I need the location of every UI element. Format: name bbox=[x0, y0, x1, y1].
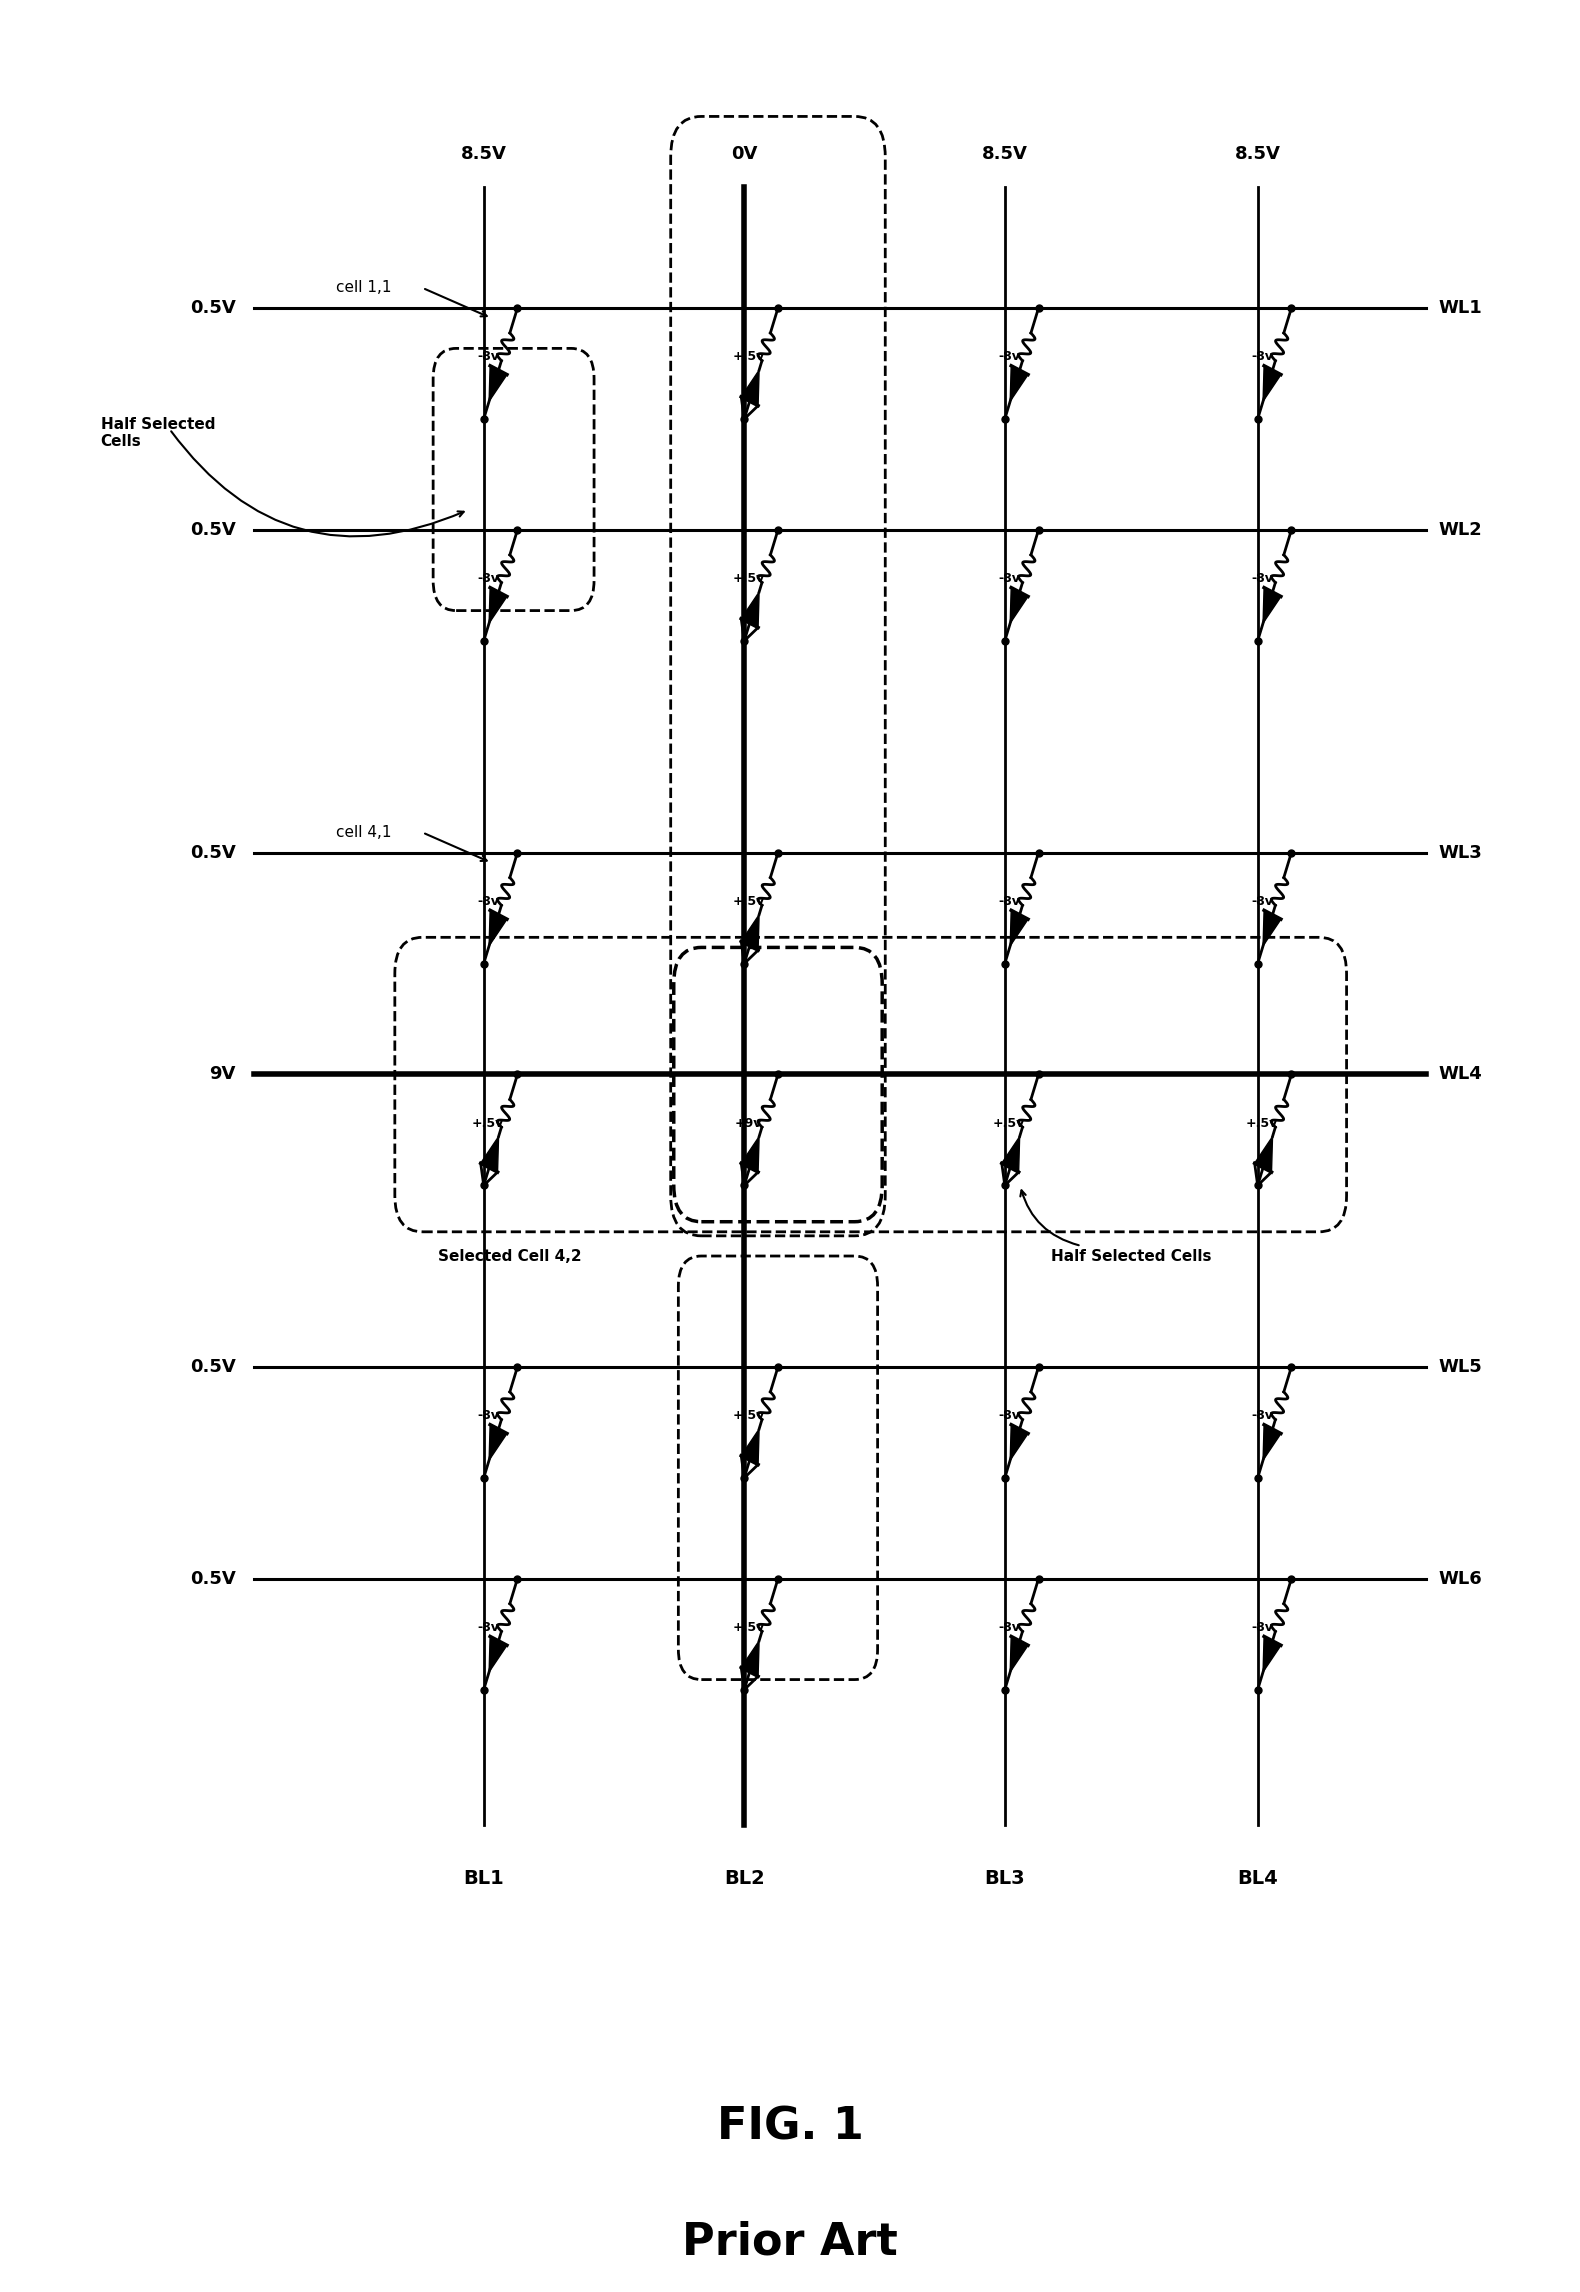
Text: BL2: BL2 bbox=[724, 1870, 765, 1889]
Text: -8v: -8v bbox=[1251, 351, 1273, 364]
Text: 0.5V: 0.5V bbox=[190, 1570, 235, 1588]
Text: 9V: 9V bbox=[209, 1066, 235, 1084]
Polygon shape bbox=[741, 371, 758, 406]
Polygon shape bbox=[1262, 587, 1281, 623]
Text: -8v: -8v bbox=[477, 573, 499, 584]
Polygon shape bbox=[741, 591, 758, 628]
Text: BL4: BL4 bbox=[1237, 1870, 1278, 1889]
Polygon shape bbox=[741, 1641, 758, 1675]
Polygon shape bbox=[490, 587, 507, 623]
Polygon shape bbox=[1002, 1137, 1019, 1171]
Text: +.5v: +.5v bbox=[733, 1620, 765, 1634]
Text: cell 1,1: cell 1,1 bbox=[337, 280, 392, 296]
Text: -8v: -8v bbox=[999, 351, 1021, 364]
Text: WL6: WL6 bbox=[1438, 1570, 1482, 1588]
Polygon shape bbox=[1010, 1636, 1029, 1671]
Text: -8v: -8v bbox=[1251, 1620, 1273, 1634]
Text: +.5v: +.5v bbox=[733, 1410, 765, 1423]
Polygon shape bbox=[1010, 910, 1029, 947]
Polygon shape bbox=[1262, 1426, 1281, 1460]
Text: -8v: -8v bbox=[1251, 1410, 1273, 1423]
Text: +.5v: +.5v bbox=[472, 1116, 504, 1130]
Text: 0.5V: 0.5V bbox=[190, 520, 235, 539]
Text: FIG. 1: FIG. 1 bbox=[717, 2106, 863, 2148]
Text: -8v: -8v bbox=[477, 1410, 499, 1423]
Text: -8v: -8v bbox=[999, 1410, 1021, 1423]
Polygon shape bbox=[741, 1137, 758, 1171]
Text: 8.5V: 8.5V bbox=[1234, 144, 1281, 163]
Text: 0V: 0V bbox=[732, 144, 757, 163]
Text: BL3: BL3 bbox=[984, 1870, 1025, 1889]
Text: +9v: +9v bbox=[735, 1116, 762, 1130]
Text: Prior Art: Prior Art bbox=[683, 2221, 897, 2262]
Polygon shape bbox=[1262, 367, 1281, 401]
Text: 0.5V: 0.5V bbox=[190, 1357, 235, 1375]
Text: 8.5V: 8.5V bbox=[461, 144, 507, 163]
Text: +.5v: +.5v bbox=[733, 351, 765, 364]
Polygon shape bbox=[490, 910, 507, 947]
Text: BL1: BL1 bbox=[463, 1870, 504, 1889]
Text: WL5: WL5 bbox=[1438, 1357, 1482, 1375]
Text: -8v: -8v bbox=[477, 894, 499, 908]
Polygon shape bbox=[1010, 367, 1029, 401]
Polygon shape bbox=[490, 1426, 507, 1460]
Text: 0.5V: 0.5V bbox=[190, 298, 235, 316]
Polygon shape bbox=[741, 1430, 758, 1465]
Text: Half Selected Cells: Half Selected Cells bbox=[1051, 1249, 1212, 1263]
Polygon shape bbox=[490, 367, 507, 401]
Polygon shape bbox=[741, 915, 758, 951]
Text: WL4: WL4 bbox=[1438, 1066, 1482, 1084]
Polygon shape bbox=[480, 1137, 499, 1171]
Text: 8.5V: 8.5V bbox=[981, 144, 1027, 163]
Polygon shape bbox=[490, 1636, 507, 1671]
Polygon shape bbox=[1262, 1636, 1281, 1671]
Text: WL2: WL2 bbox=[1438, 520, 1482, 539]
Text: Half Selected
Cells: Half Selected Cells bbox=[101, 417, 215, 449]
Text: WL1: WL1 bbox=[1438, 298, 1482, 316]
Text: +.5v: +.5v bbox=[992, 1116, 1025, 1130]
Text: 0.5V: 0.5V bbox=[190, 843, 235, 862]
Text: +.5v: +.5v bbox=[733, 894, 765, 908]
Text: -8v: -8v bbox=[999, 573, 1021, 584]
Text: -8v: -8v bbox=[477, 1620, 499, 1634]
Text: +.5v: +.5v bbox=[1245, 1116, 1278, 1130]
Text: -8v: -8v bbox=[999, 1620, 1021, 1634]
Polygon shape bbox=[1255, 1137, 1272, 1171]
Polygon shape bbox=[1262, 910, 1281, 947]
Text: -8v: -8v bbox=[477, 351, 499, 364]
Polygon shape bbox=[1010, 587, 1029, 623]
Text: -8v: -8v bbox=[1251, 573, 1273, 584]
Polygon shape bbox=[1010, 1426, 1029, 1460]
Text: -8v: -8v bbox=[1251, 894, 1273, 908]
Text: +.5v: +.5v bbox=[733, 573, 765, 584]
Text: -8v: -8v bbox=[999, 894, 1021, 908]
Text: WL3: WL3 bbox=[1438, 843, 1482, 862]
Text: Selected Cell 4,2: Selected Cell 4,2 bbox=[438, 1249, 581, 1263]
Text: cell 4,1: cell 4,1 bbox=[337, 825, 392, 839]
